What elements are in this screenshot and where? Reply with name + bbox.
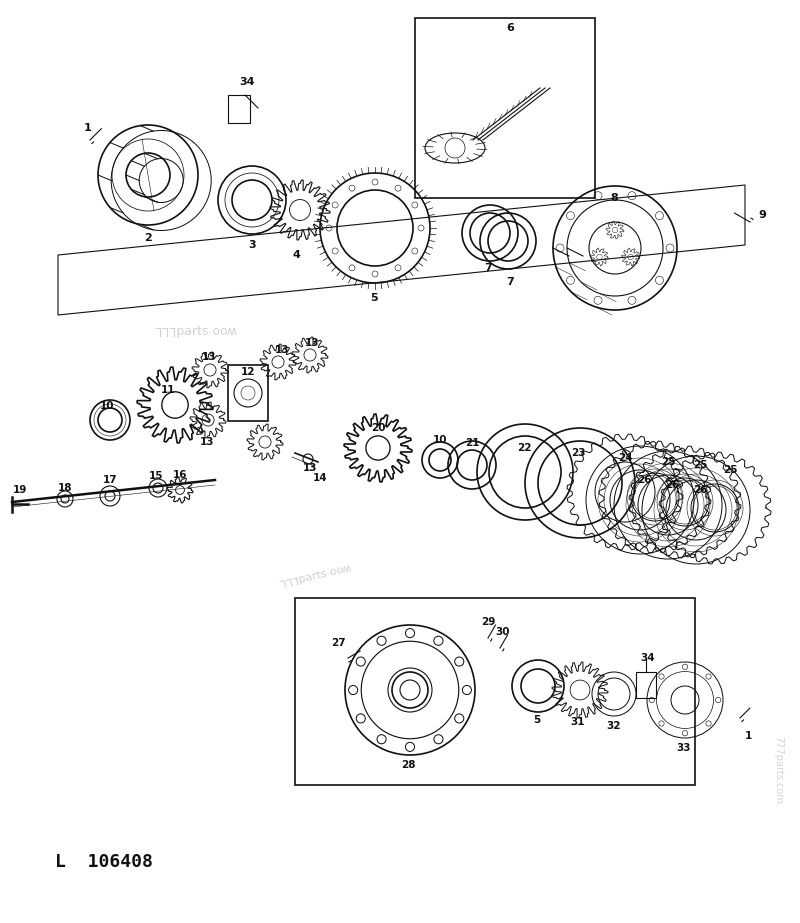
Text: 2: 2 — [144, 233, 152, 243]
Text: 12: 12 — [241, 367, 255, 377]
Text: 10: 10 — [100, 401, 114, 411]
Text: L  106408: L 106408 — [55, 853, 153, 871]
Text: 7: 7 — [506, 277, 514, 287]
Text: 5: 5 — [370, 293, 378, 303]
Text: 1: 1 — [84, 123, 92, 133]
Text: 5: 5 — [534, 715, 541, 725]
Text: 24: 24 — [618, 453, 632, 463]
Text: 11: 11 — [161, 385, 175, 395]
Text: 29: 29 — [481, 617, 495, 627]
Text: 21: 21 — [465, 438, 479, 448]
Text: 1: 1 — [744, 731, 752, 741]
Text: 18: 18 — [58, 483, 72, 493]
Text: 6: 6 — [506, 23, 514, 33]
Text: 4: 4 — [292, 250, 300, 260]
Text: 9: 9 — [758, 210, 766, 220]
Text: 31: 31 — [570, 717, 586, 727]
Text: 15: 15 — [149, 471, 163, 481]
Text: 13: 13 — [305, 338, 319, 348]
Text: woo·sʇɹɐdLLL: woo·sʇɹɐdLLL — [278, 562, 352, 588]
Text: 25: 25 — [722, 465, 738, 475]
Text: 34: 34 — [641, 653, 655, 663]
Text: 20: 20 — [370, 423, 386, 433]
Text: 777parts.com: 777parts.com — [773, 737, 783, 804]
Text: 7: 7 — [484, 263, 492, 273]
Text: 26: 26 — [693, 485, 707, 495]
Text: 13: 13 — [200, 437, 214, 447]
Text: 27: 27 — [330, 638, 346, 648]
Text: 25: 25 — [693, 460, 707, 470]
Text: 13: 13 — [202, 352, 216, 362]
Text: 13: 13 — [302, 463, 318, 473]
Text: 19: 19 — [13, 485, 27, 495]
Text: 33: 33 — [677, 743, 691, 753]
Text: 32: 32 — [606, 721, 622, 731]
Text: 10: 10 — [433, 435, 447, 445]
Text: 23: 23 — [570, 448, 586, 458]
Text: 25: 25 — [661, 457, 675, 467]
Text: 22: 22 — [517, 443, 531, 453]
Text: 26: 26 — [665, 480, 679, 490]
Text: 34: 34 — [239, 77, 254, 87]
Text: 13: 13 — [274, 345, 290, 355]
Text: 14: 14 — [313, 473, 327, 483]
Text: 26: 26 — [637, 475, 651, 485]
Text: 8: 8 — [610, 193, 618, 203]
Bar — [228, 365, 268, 421]
Text: 17: 17 — [102, 475, 118, 485]
Text: woo·sʇɹɐdLLL: woo·sʇɹɐdLLL — [154, 323, 236, 337]
Text: 16: 16 — [173, 470, 187, 480]
Text: 3: 3 — [248, 240, 256, 250]
Text: 28: 28 — [401, 760, 415, 770]
Text: 30: 30 — [496, 627, 510, 637]
